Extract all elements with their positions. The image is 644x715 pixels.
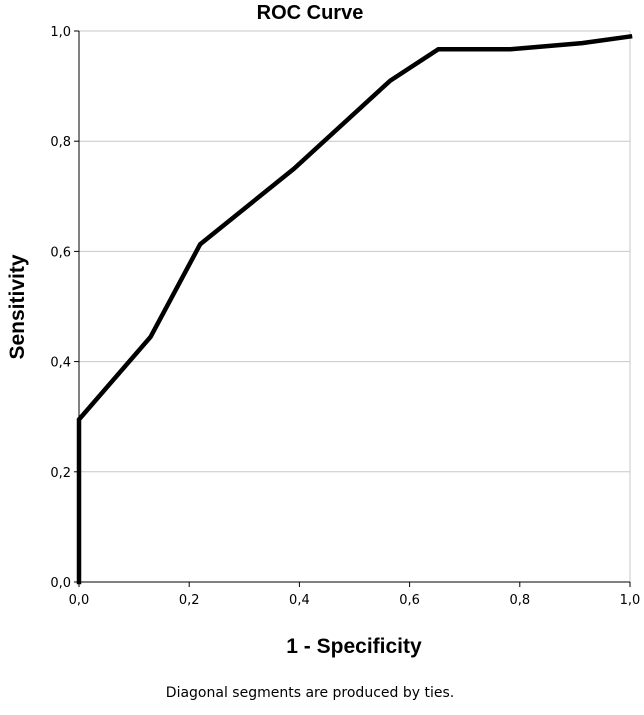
roc-series [76, 33, 633, 585]
y-axis-title: Sensitivity [6, 254, 29, 359]
x-tick-label: 1,0 [620, 593, 641, 608]
y-tick-label: 1,0 [50, 25, 71, 40]
y-tick-label: 0,0 [50, 576, 71, 591]
x-axis-title: 1 - Specificity [286, 635, 422, 658]
chart-footnote: Diagonal segments are produced by ties. [166, 685, 454, 701]
gridlines [79, 30, 630, 473]
y-tick-label: 0,6 [50, 245, 71, 260]
x-tick-label: 0,4 [289, 593, 310, 608]
y-tick-labels: 0,0 0,2 0,4 0,6 0,8 1,0 [50, 25, 79, 591]
y-tick-label: 0,8 [50, 135, 71, 150]
x-tick-labels: 0,0 0,2 0,4 0,6 0,8 1,0 [69, 582, 641, 608]
y-tick-label: 0,2 [50, 466, 71, 481]
roc-line [76, 33, 633, 585]
x-tick-label: 0,2 [179, 593, 200, 608]
x-tick-label: 0,6 [399, 593, 420, 608]
chart-title: ROC Curve [257, 2, 364, 24]
x-tick-label: 0,8 [509, 593, 530, 608]
y-tick-label: 0,4 [50, 356, 71, 371]
x-tick-label: 0,0 [69, 593, 90, 608]
